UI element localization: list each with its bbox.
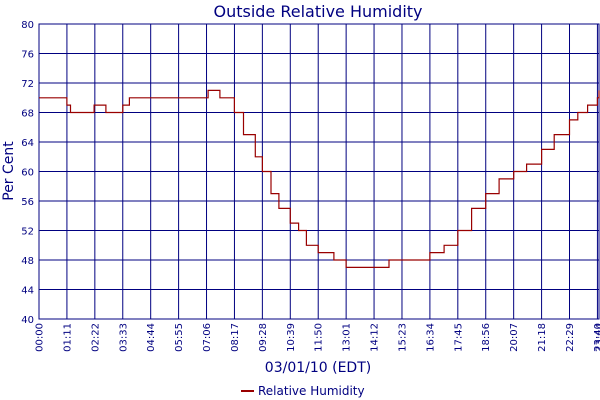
y-axis-label: Per Cent xyxy=(1,141,17,201)
x-tick-label: 16:34 xyxy=(425,323,436,352)
x-tick-label: 20:07 xyxy=(509,323,520,352)
x-tick-label: 14:12 xyxy=(370,323,381,352)
plot-frame xyxy=(38,23,600,320)
x-tick-label: 22:29 xyxy=(565,323,576,352)
y-tick-label: 44 xyxy=(21,286,34,297)
y-tick-label: 48 xyxy=(21,256,34,267)
x-tick-label: 03:33 xyxy=(118,323,129,352)
y-tick-label: 52 xyxy=(21,227,34,238)
series-line-relative-humidity xyxy=(39,89,600,268)
x-tick-label: 10:39 xyxy=(286,323,297,352)
legend-label: Relative Humidity xyxy=(258,384,365,398)
y-tick-label: 40 xyxy=(21,315,34,326)
y-tick-label: 72 xyxy=(21,79,34,90)
x-tick-label: 23:40 xyxy=(593,323,600,352)
x-axis-ticks: 00:00 01:11 02:22 03:33 04:44 05:55 07:06 08:17… xyxy=(35,323,600,352)
chart-title: Outside Relative Humidity xyxy=(213,2,422,21)
x-tick-label: 23:44 xyxy=(595,323,600,352)
y-tick-label: 76 xyxy=(21,50,34,61)
y-tick-label: 56 xyxy=(21,197,34,208)
x-axis-label: 03/01/10 (EDT) xyxy=(265,360,371,376)
x-tick-label: 18:56 xyxy=(481,323,492,352)
x-tick-label: 11:50 xyxy=(314,323,325,352)
x-tick-label: 08:17 xyxy=(230,323,241,352)
x-tick-label: 09:28 xyxy=(258,323,269,352)
legend: Relative Humidity xyxy=(241,384,365,398)
x-tick-label: 00:00 xyxy=(35,323,46,352)
x-tick-label: 04:44 xyxy=(146,323,157,352)
x-tick-label: 17:45 xyxy=(453,323,464,352)
x-tick-label: 01:11 xyxy=(62,323,73,352)
y-axis-ticks: 40 44 48 52 56 60 64 68 72 76 80 xyxy=(21,20,34,326)
x-tick-label: 15:23 xyxy=(397,323,408,352)
x-tick-label: 05:55 xyxy=(174,323,185,352)
x-tick-label: 07:06 xyxy=(202,323,213,352)
y-tick-label: 80 xyxy=(21,20,34,31)
y-tick-label: 68 xyxy=(21,109,34,120)
x-tick-label: 13:01 xyxy=(342,323,353,352)
y-tick-label: 60 xyxy=(21,168,34,179)
x-tick-label: 21:18 xyxy=(537,323,548,352)
x-tick-label: 02:22 xyxy=(90,323,101,352)
y-tick-label: 64 xyxy=(21,138,34,149)
